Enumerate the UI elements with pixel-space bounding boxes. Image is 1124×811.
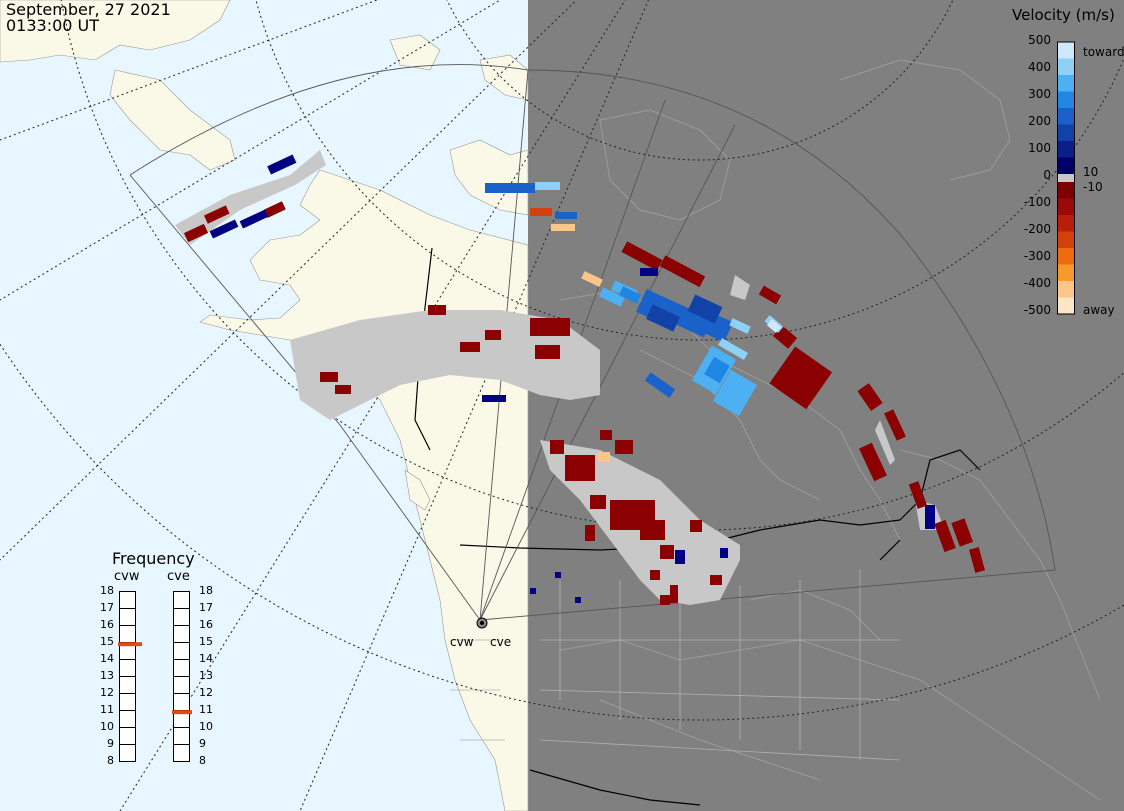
velocity-tick-label: 300 (1028, 87, 1051, 101)
frequency-tick-label: 8 (107, 754, 114, 767)
velocity-tick-label: -400 (1023, 276, 1051, 290)
radar-site-label-cve: cve (490, 635, 512, 649)
time-label: 0133:00 UT (6, 16, 100, 35)
colorbar-segment (1057, 297, 1075, 315)
frequency-tick-label: 10 (199, 720, 213, 733)
frequency-tick-label: 8 (199, 754, 206, 767)
frequency-tick-label: 15 (100, 635, 114, 648)
frequency-gauges (118, 591, 192, 762)
frequency-tick-label: 12 (199, 686, 213, 699)
colorbar-segment (1057, 42, 1075, 59)
frequency-tick-label: 11 (100, 703, 114, 716)
colorbar-segment (1057, 215, 1075, 232)
frequency-tick-label: 14 (100, 652, 114, 665)
state-lines (450, 570, 901, 761)
date-label: September, 27 2021 (6, 0, 171, 19)
colorbar-segment (1057, 198, 1075, 216)
colorbar-segment (1057, 182, 1075, 199)
frequency-tick-label: 11 (199, 703, 213, 716)
frequency-marker (118, 642, 142, 647)
frequency-tick-label: 12 (100, 686, 114, 699)
frequency-tick-label: 18 (199, 584, 213, 597)
colorbar-segment (1057, 91, 1075, 109)
colorbar-segment (1057, 108, 1075, 125)
frequency-marker (172, 710, 192, 715)
radar-sites (476, 617, 488, 629)
colorbar-segment (1057, 141, 1075, 158)
frequency-tick-label: 13 (100, 669, 114, 682)
frequency-gauge-cve (172, 591, 192, 762)
radar-fov (129, 64, 1056, 621)
velocity-tick-label: -500 (1023, 303, 1051, 317)
colorbar-segment (1057, 124, 1075, 142)
velocity-tick-label: 200 (1028, 114, 1051, 128)
freq-radar-label-cvw: cvw (114, 569, 140, 584)
velocity-tick-label: 100 (1028, 141, 1051, 155)
night-region (528, 0, 1124, 811)
colorbar-segment (1057, 281, 1075, 298)
colorbar-segment (1057, 264, 1075, 282)
toward-label: toward (1083, 45, 1124, 59)
frequency-tick-label: 13 (199, 669, 213, 682)
velocity-tick-label: -100 (1023, 195, 1051, 209)
frequency-tick-label: 15 (199, 635, 213, 648)
colorbar-segment (1057, 157, 1075, 175)
frequency-tick-label: 9 (107, 737, 114, 750)
frequency-tick-label: 9 (199, 737, 206, 750)
velocity-tick-label: -300 (1023, 249, 1051, 263)
velocity-colorbar (1057, 41, 1075, 315)
away-label: away (1083, 303, 1115, 317)
velocity-tick-label: -200 (1023, 222, 1051, 236)
velocity-scatter (183, 154, 985, 605)
frequency-tick-label: 14 (199, 652, 213, 665)
colorbar-segment (1057, 75, 1075, 92)
frequency-tick-label: 17 (199, 601, 213, 614)
tick-plus-10: 10 (1083, 165, 1099, 179)
frequency-gauge-cvw (118, 591, 142, 762)
boundaries (414, 247, 981, 806)
frequency-tick-label: 17 (100, 601, 114, 614)
frequency-tick-label: 16 (100, 618, 114, 631)
colorbar-ground-scatter (1057, 174, 1075, 182)
colorbar-segment (1057, 248, 1075, 265)
colorbar-segment (1057, 58, 1075, 76)
frequency-tick-label: 10 (100, 720, 114, 733)
velocity-scale-title: Velocity (m/s) (1012, 6, 1115, 24)
freq-radar-label-cve: cve (167, 569, 190, 584)
velocity-tick-label: 500 (1028, 33, 1051, 47)
velocity-tick-label: 400 (1028, 60, 1051, 74)
radar-site-label-cvw: cvw (450, 635, 474, 649)
frequency-tick-label: 16 (199, 618, 213, 631)
frequency-tick-label: 18 (100, 584, 114, 597)
velocity-tick-label: 0 (1043, 168, 1051, 182)
colorbar-frame (1057, 41, 1075, 315)
frequency-title: Frequency (112, 549, 195, 568)
colorbar-segment (1057, 231, 1075, 249)
tick-minus-10: -10 (1083, 180, 1103, 194)
